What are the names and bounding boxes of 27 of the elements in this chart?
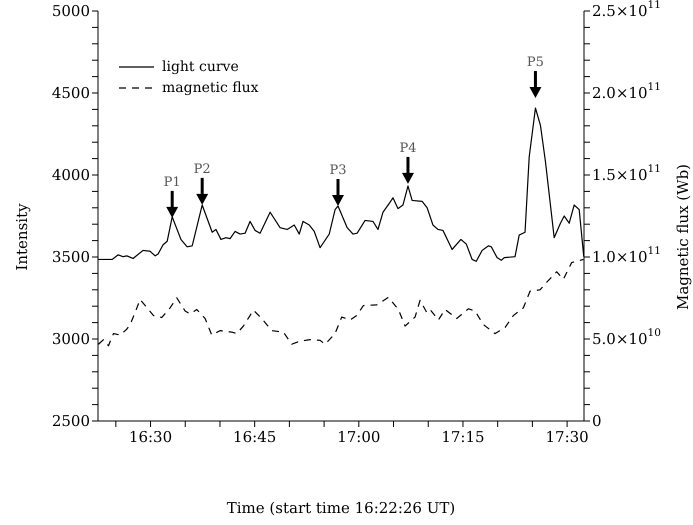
x-tick-label: 17:15 — [441, 428, 485, 446]
annotation: P2 — [194, 162, 211, 177]
y2-tick-label: 0 — [592, 412, 602, 430]
x-tick-label: 17:00 — [337, 428, 380, 446]
y-axis-title: Intensity — [13, 202, 31, 271]
y-tick-label: 5000 — [52, 2, 90, 20]
annotation: P4 — [399, 140, 416, 156]
y-tick-label: 3000 — [52, 330, 90, 348]
x-tick-label: 16:45 — [233, 428, 276, 446]
y-tick-label: 2500 — [52, 412, 90, 430]
legend-label: light curve — [162, 58, 239, 74]
annotation: P3 — [329, 162, 347, 178]
y2-tick-label: 2.0×10$^{11}$ — [592, 81, 661, 102]
y-tick-label: 4000 — [52, 166, 90, 184]
y2-tick-label: 1.0×10$^{11}$ — [592, 245, 661, 266]
y-tick-label: 3500 — [52, 248, 90, 266]
y2-tick-label: 2.5×10$^{11}$ — [592, 0, 661, 20]
y-tick-label: 4500 — [52, 84, 90, 102]
x-axis-title: Time (start time 16:22:26 UT) — [226, 499, 456, 517]
y2-tick-label: 5.0×10$^{10}$ — [592, 327, 661, 348]
annotation: P1 — [164, 174, 181, 190]
x-tick-label: 16:30 — [128, 428, 172, 446]
annotation: P5 — [526, 55, 544, 70]
legend-label: magnetic flux — [162, 80, 259, 96]
y2-tick-label: 1.5×10$^{11}$ — [592, 163, 661, 184]
x-tick-label: 17:30 — [545, 428, 589, 446]
y2-axis-title: Magnetic flux (Wb) — [674, 164, 692, 310]
